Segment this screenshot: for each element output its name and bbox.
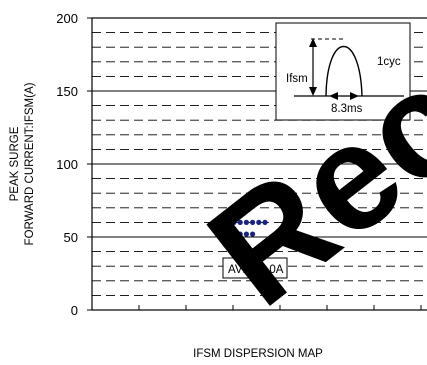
y-tick-label: 0 (71, 303, 78, 318)
inset-waveform: Ifsm 1cyc 8.3ms (275, 22, 411, 121)
data-point (237, 219, 243, 225)
y-tick-label: 200 (56, 11, 78, 26)
inset-ifsm-arrowhead-down (309, 87, 317, 96)
data-point (250, 219, 256, 225)
inset-waveform-drawing (294, 38, 404, 100)
y-axis-ticks: 0 50 100 150 200 (56, 11, 92, 318)
grid (92, 32, 427, 310)
average-annotation: AVE:56.0A (222, 257, 288, 279)
y-axis-label-line-2: FORWARD CURRENT:IFSM(A) (24, 82, 36, 245)
data-point (237, 231, 243, 237)
y-axis-label: PEAK SURGE FORWARD CURRENT:IFSM(A) (9, 82, 36, 245)
inset-label-1cyc: 1cyc (377, 56, 401, 68)
data-point (231, 231, 237, 237)
inset-ifsm-arrowhead-up (309, 38, 317, 47)
average-annotation-text: AVE:56.0A (228, 264, 284, 276)
inset-time-arrowhead-left (329, 92, 338, 100)
x-axis-label: IFSM DISPERSION MAP (193, 348, 323, 360)
average-annotation-box (222, 257, 288, 279)
y-axis-label-line-1: PEAK SURGE (9, 126, 21, 201)
inset-half-sine (325, 46, 363, 97)
data-point (231, 219, 237, 225)
y-tick-label: 50 (64, 230, 78, 245)
data-point (243, 231, 249, 237)
data-point (243, 219, 249, 225)
inset-time-arrowhead-right (350, 92, 359, 100)
inset-label-8-3ms: 8.3ms (331, 103, 363, 115)
y-tick-label: 100 (56, 157, 78, 172)
data-points (231, 219, 268, 237)
data-point (262, 219, 268, 225)
data-point (250, 231, 256, 237)
y-tick-label: 150 (56, 84, 78, 99)
inset-label-ifsm: Ifsm (286, 73, 308, 85)
data-point (256, 219, 262, 225)
